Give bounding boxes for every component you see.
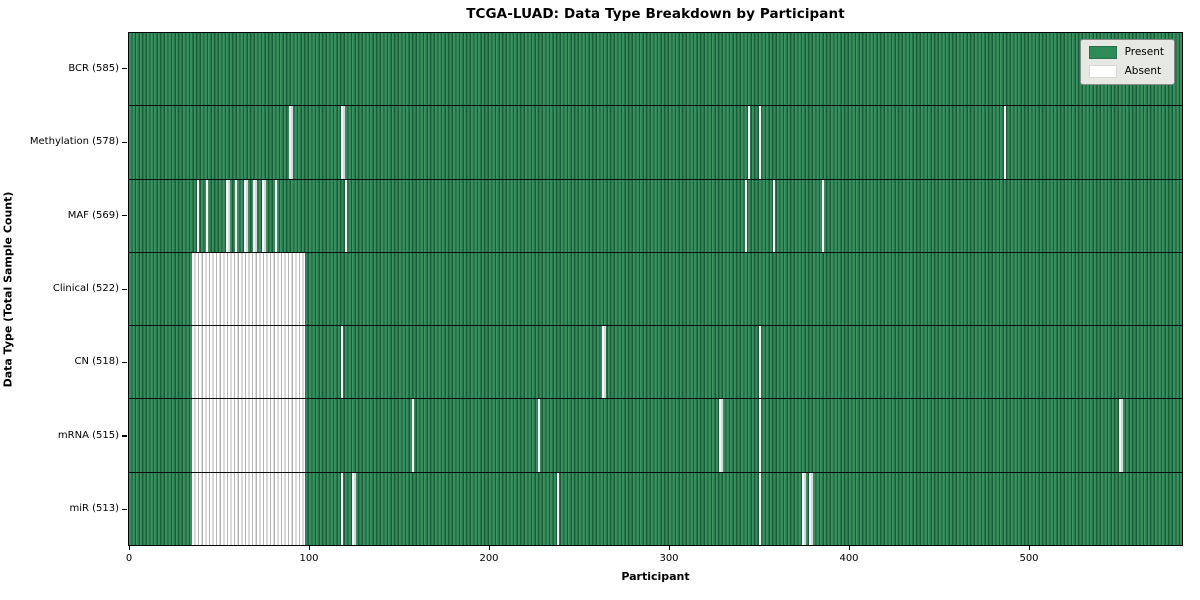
absent-gap (719, 399, 723, 472)
absent-gap (557, 472, 560, 545)
absent-gap (744, 179, 747, 252)
xtick-label: 500 (1019, 553, 1039, 564)
absent-gap (341, 472, 344, 545)
absent-gap (345, 179, 347, 252)
absent-gap (197, 179, 200, 252)
absent-gap (253, 179, 257, 252)
xtick-label: 200 (479, 553, 499, 564)
absent-gap (341, 106, 345, 179)
xtick-label: 400 (839, 553, 859, 564)
absent-gap (602, 326, 606, 399)
ytick-label: Methylation (578) (29, 136, 119, 148)
present-swatch-icon (1088, 46, 1117, 59)
absent-gap (341, 326, 344, 399)
absent-gap (759, 106, 761, 179)
xtick-mark (1029, 546, 1031, 550)
absent-gap (192, 472, 306, 545)
ytick-label: BCR (585) (68, 62, 119, 74)
absent-gap (809, 472, 813, 545)
heatmap-row-clinical (129, 252, 1182, 327)
absent-gap (759, 326, 761, 399)
xtick-mark (489, 546, 491, 550)
legend-label-present: Present (1124, 46, 1164, 58)
absent-gap (262, 179, 266, 252)
legend-item-present: Present (1088, 46, 1164, 59)
heatmap-row-methylation (129, 106, 1182, 180)
absent-gap (773, 179, 776, 252)
ytick-mark (122, 508, 127, 510)
ytick-mark (122, 215, 127, 217)
absent-gap (1119, 399, 1123, 472)
legend-label-absent: Absent (1124, 65, 1162, 77)
xtick-label: 300 (659, 553, 679, 564)
legend: Present Absent (1079, 39, 1175, 85)
absent-gap (192, 326, 306, 399)
heatmap-row-mir (129, 472, 1182, 545)
absent-gap (411, 399, 414, 472)
absent-gap (192, 399, 306, 472)
ytick-label: miR (513) (69, 503, 119, 515)
heatmap-row-bcr (129, 33, 1182, 107)
absent-gap (226, 179, 230, 252)
ytick-label: mRNA (515) (57, 429, 119, 441)
absent-gap (759, 472, 761, 545)
ytick-mark (122, 435, 127, 437)
absent-gap (192, 252, 306, 326)
xtick-mark (849, 546, 851, 550)
absent-gap (802, 472, 806, 545)
absent-gap (748, 106, 751, 179)
ytick-mark (122, 288, 127, 290)
xtick-mark (669, 546, 671, 550)
heatmap-row-maf (129, 179, 1182, 253)
plot-area: Present Absent (128, 32, 1183, 546)
absent-gap (537, 399, 540, 472)
heatmap-rows (129, 33, 1182, 545)
absent-gap (1003, 106, 1006, 179)
xtick-label: 0 (125, 553, 133, 564)
xtick-label: 100 (299, 553, 319, 564)
ytick-mark (122, 68, 127, 70)
chart-title: TCGA-LUAD: Data Type Breakdown by Partic… (466, 6, 845, 22)
x-axis-label: Participant (621, 570, 690, 583)
xtick-mark (129, 546, 131, 550)
absent-gap (206, 179, 209, 252)
xtick-mark (309, 546, 311, 550)
ytick-mark (122, 361, 127, 364)
absent-gap (235, 179, 238, 252)
absent-gap (759, 399, 761, 472)
ytick-label: CN (518) (74, 356, 119, 368)
absent-gap (289, 106, 293, 179)
absent-gap (822, 179, 824, 252)
ytick-label: MAF (569) (67, 209, 119, 221)
heatmap-row-mrna (129, 399, 1182, 473)
heatmap-row-cn (129, 326, 1182, 400)
absent-gap (352, 472, 356, 545)
absent-gap (244, 179, 248, 252)
ytick-label: Clinical (522) (52, 283, 119, 294)
absent-swatch-icon (1088, 65, 1117, 78)
legend-item-absent: Absent (1088, 65, 1164, 78)
ytick-mark (122, 141, 127, 143)
absent-gap (274, 179, 277, 252)
